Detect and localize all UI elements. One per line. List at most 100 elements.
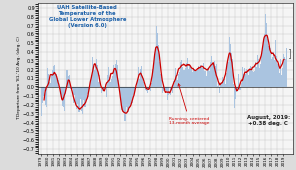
Bar bbox=[56, 76, 57, 87]
Bar bbox=[125, 87, 126, 122]
Bar bbox=[129, 87, 130, 108]
Bar bbox=[89, 87, 90, 89]
Bar bbox=[102, 87, 103, 91]
Bar bbox=[187, 58, 188, 87]
Bar bbox=[153, 67, 154, 87]
Bar bbox=[83, 87, 84, 100]
Bar bbox=[230, 44, 231, 87]
Bar bbox=[278, 65, 279, 87]
Bar bbox=[268, 47, 269, 87]
Bar bbox=[205, 71, 206, 87]
Bar bbox=[215, 63, 216, 87]
Bar bbox=[80, 87, 81, 99]
Bar bbox=[219, 87, 220, 93]
Bar bbox=[220, 83, 221, 87]
Bar bbox=[96, 59, 97, 87]
Bar bbox=[117, 65, 118, 87]
Bar bbox=[227, 62, 228, 87]
Bar bbox=[201, 67, 202, 87]
Bar bbox=[108, 67, 109, 87]
Bar bbox=[93, 67, 94, 87]
Bar bbox=[208, 69, 209, 87]
Text: August, 2019:
+0.38 deg. C: August, 2019: +0.38 deg. C bbox=[247, 115, 290, 126]
Bar bbox=[62, 87, 63, 100]
Bar bbox=[192, 72, 193, 87]
Bar bbox=[111, 78, 112, 87]
Bar bbox=[116, 60, 117, 87]
Bar bbox=[165, 83, 166, 87]
Bar bbox=[160, 74, 161, 87]
Bar bbox=[194, 69, 195, 87]
Bar bbox=[264, 34, 265, 87]
Bar bbox=[68, 76, 69, 87]
Bar bbox=[66, 70, 67, 87]
Bar bbox=[44, 87, 45, 91]
Bar bbox=[72, 87, 73, 89]
Bar bbox=[183, 70, 184, 87]
Bar bbox=[198, 66, 199, 87]
Bar bbox=[140, 69, 141, 87]
Bar bbox=[88, 87, 89, 97]
Bar bbox=[162, 86, 163, 87]
Bar bbox=[50, 83, 51, 87]
Bar bbox=[57, 78, 58, 87]
Bar bbox=[130, 87, 131, 106]
Bar bbox=[168, 87, 169, 90]
Bar bbox=[216, 64, 217, 87]
Bar bbox=[273, 53, 274, 87]
Bar bbox=[142, 76, 143, 87]
Bar bbox=[138, 67, 139, 87]
Bar bbox=[67, 76, 68, 87]
Bar bbox=[186, 63, 187, 87]
Bar bbox=[231, 53, 232, 87]
Bar bbox=[282, 68, 283, 87]
Bar bbox=[283, 54, 284, 87]
Bar bbox=[221, 83, 222, 87]
Bar bbox=[151, 83, 152, 87]
Bar bbox=[133, 87, 134, 95]
Bar bbox=[274, 60, 275, 87]
Bar bbox=[179, 72, 180, 87]
Text: UAH Satellite-Based
Temperature of the
Global Lower Atmosphere
(Version 6.0): UAH Satellite-Based Temperature of the G… bbox=[49, 5, 126, 28]
Bar bbox=[252, 71, 253, 87]
Bar bbox=[134, 87, 135, 92]
Bar bbox=[272, 57, 273, 87]
Bar bbox=[154, 59, 155, 87]
Bar bbox=[51, 77, 52, 87]
Bar bbox=[137, 80, 138, 87]
Bar bbox=[84, 87, 85, 107]
Bar bbox=[178, 74, 179, 87]
Bar bbox=[92, 57, 93, 87]
Bar bbox=[126, 87, 127, 107]
Bar bbox=[181, 60, 182, 87]
Bar bbox=[237, 87, 238, 89]
Bar bbox=[277, 64, 278, 87]
Bar bbox=[200, 65, 201, 87]
Bar bbox=[235, 87, 236, 99]
Bar bbox=[90, 81, 91, 87]
Bar bbox=[249, 67, 250, 87]
Bar bbox=[81, 87, 82, 111]
Bar bbox=[259, 61, 260, 87]
Bar bbox=[248, 75, 249, 87]
Bar bbox=[254, 71, 255, 87]
Bar bbox=[250, 66, 251, 87]
Bar bbox=[263, 40, 264, 87]
Bar bbox=[203, 63, 204, 87]
Bar bbox=[218, 87, 219, 90]
Bar bbox=[97, 65, 98, 87]
Bar bbox=[115, 67, 116, 87]
Bar bbox=[190, 67, 191, 87]
Bar bbox=[135, 87, 136, 89]
Bar bbox=[105, 83, 106, 87]
Bar bbox=[232, 59, 233, 87]
Bar bbox=[139, 79, 140, 87]
Bar bbox=[196, 71, 197, 87]
Bar bbox=[234, 87, 235, 108]
Bar bbox=[58, 87, 59, 88]
Bar bbox=[99, 74, 100, 87]
Bar bbox=[123, 87, 124, 113]
Bar bbox=[185, 67, 186, 87]
Bar bbox=[54, 65, 55, 87]
Bar bbox=[101, 87, 102, 89]
